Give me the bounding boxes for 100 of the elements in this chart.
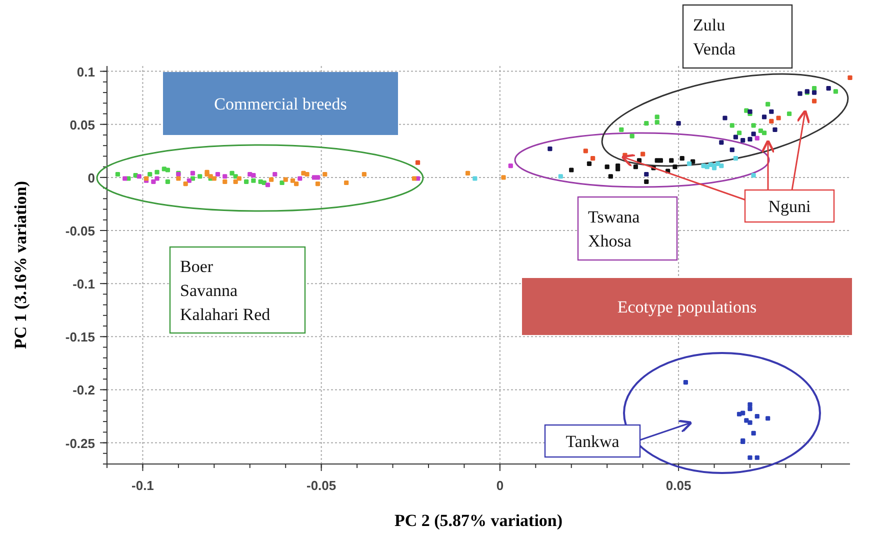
point (183, 182, 188, 186)
point (190, 176, 196, 181)
point (283, 177, 288, 182)
point (848, 75, 852, 80)
point (115, 172, 120, 177)
point (583, 148, 588, 154)
x-tick-label: 0.05 (666, 478, 692, 493)
y-tick-label: 0 (88, 170, 95, 186)
point (176, 176, 181, 181)
point (154, 170, 160, 174)
point (833, 89, 838, 94)
point (736, 130, 742, 136)
point (748, 402, 752, 407)
point (265, 182, 270, 188)
point (748, 406, 752, 412)
point (619, 127, 624, 132)
point (630, 134, 634, 138)
point (786, 111, 792, 116)
point (751, 173, 756, 178)
point (722, 116, 728, 120)
y-tick-label: -0.2 (72, 382, 95, 398)
point (748, 136, 752, 142)
point (640, 152, 646, 156)
annotation: Commercial breeds (214, 94, 347, 114)
point (415, 160, 420, 165)
point (344, 180, 349, 186)
point (215, 172, 220, 177)
point (322, 172, 328, 177)
point (230, 170, 234, 176)
point (136, 174, 142, 179)
point (754, 414, 760, 419)
point (154, 176, 160, 181)
point (244, 179, 249, 184)
point (751, 132, 756, 136)
point (798, 91, 802, 96)
point (672, 164, 678, 170)
point (762, 130, 767, 136)
point (740, 138, 746, 143)
point (733, 134, 738, 140)
point (676, 121, 681, 126)
point (251, 178, 256, 183)
point (769, 118, 774, 124)
point (740, 410, 746, 416)
point (654, 120, 660, 125)
point (148, 172, 152, 177)
point (669, 158, 674, 163)
point (719, 163, 724, 168)
point (733, 156, 738, 161)
annotation: Tswana Xhosa (588, 208, 640, 250)
point (751, 123, 756, 128)
point (751, 430, 756, 436)
point (569, 168, 574, 172)
point (472, 176, 478, 181)
point (654, 114, 660, 120)
x-axis-title: PC 2 (5.87% variation) (394, 511, 563, 530)
y-tick-label: -0.25 (65, 436, 95, 451)
point (748, 455, 752, 460)
point (754, 136, 760, 140)
point (730, 123, 734, 128)
point (548, 146, 552, 152)
text: Zulu Venda (693, 16, 736, 58)
point (315, 175, 320, 180)
point (222, 174, 228, 179)
point (633, 164, 638, 170)
point (412, 176, 416, 181)
point (776, 116, 781, 120)
point (294, 182, 299, 186)
point (748, 109, 752, 114)
point (269, 177, 274, 182)
point (644, 179, 649, 184)
point (165, 168, 170, 172)
point (766, 416, 770, 421)
point (644, 172, 649, 177)
point (272, 172, 278, 177)
y-tick-label: -0.05 (65, 224, 95, 239)
point (719, 140, 724, 145)
y-tick-label: -0.1 (72, 276, 95, 292)
point (812, 98, 817, 104)
point (558, 174, 563, 179)
x-tick-label: -0.05 (306, 478, 336, 493)
point (280, 180, 284, 186)
point (766, 102, 770, 107)
annotation: Tankwa (566, 432, 620, 451)
point (730, 148, 734, 152)
point (683, 380, 688, 385)
point (315, 182, 320, 186)
point (586, 161, 592, 166)
point (712, 166, 717, 170)
y-axis-title: PC 1 (3.16% variation) (11, 180, 30, 350)
y-tick-label: -0.15 (65, 330, 95, 345)
annotation: Ecotype populations (617, 298, 757, 316)
point (236, 176, 242, 181)
y-tick-label: 0.1 (76, 64, 95, 80)
point (251, 173, 256, 178)
y-tick-label: 0.05 (70, 117, 95, 132)
point (644, 121, 649, 126)
point (658, 158, 663, 163)
point (190, 170, 196, 176)
point (298, 176, 302, 181)
point (122, 176, 128, 181)
